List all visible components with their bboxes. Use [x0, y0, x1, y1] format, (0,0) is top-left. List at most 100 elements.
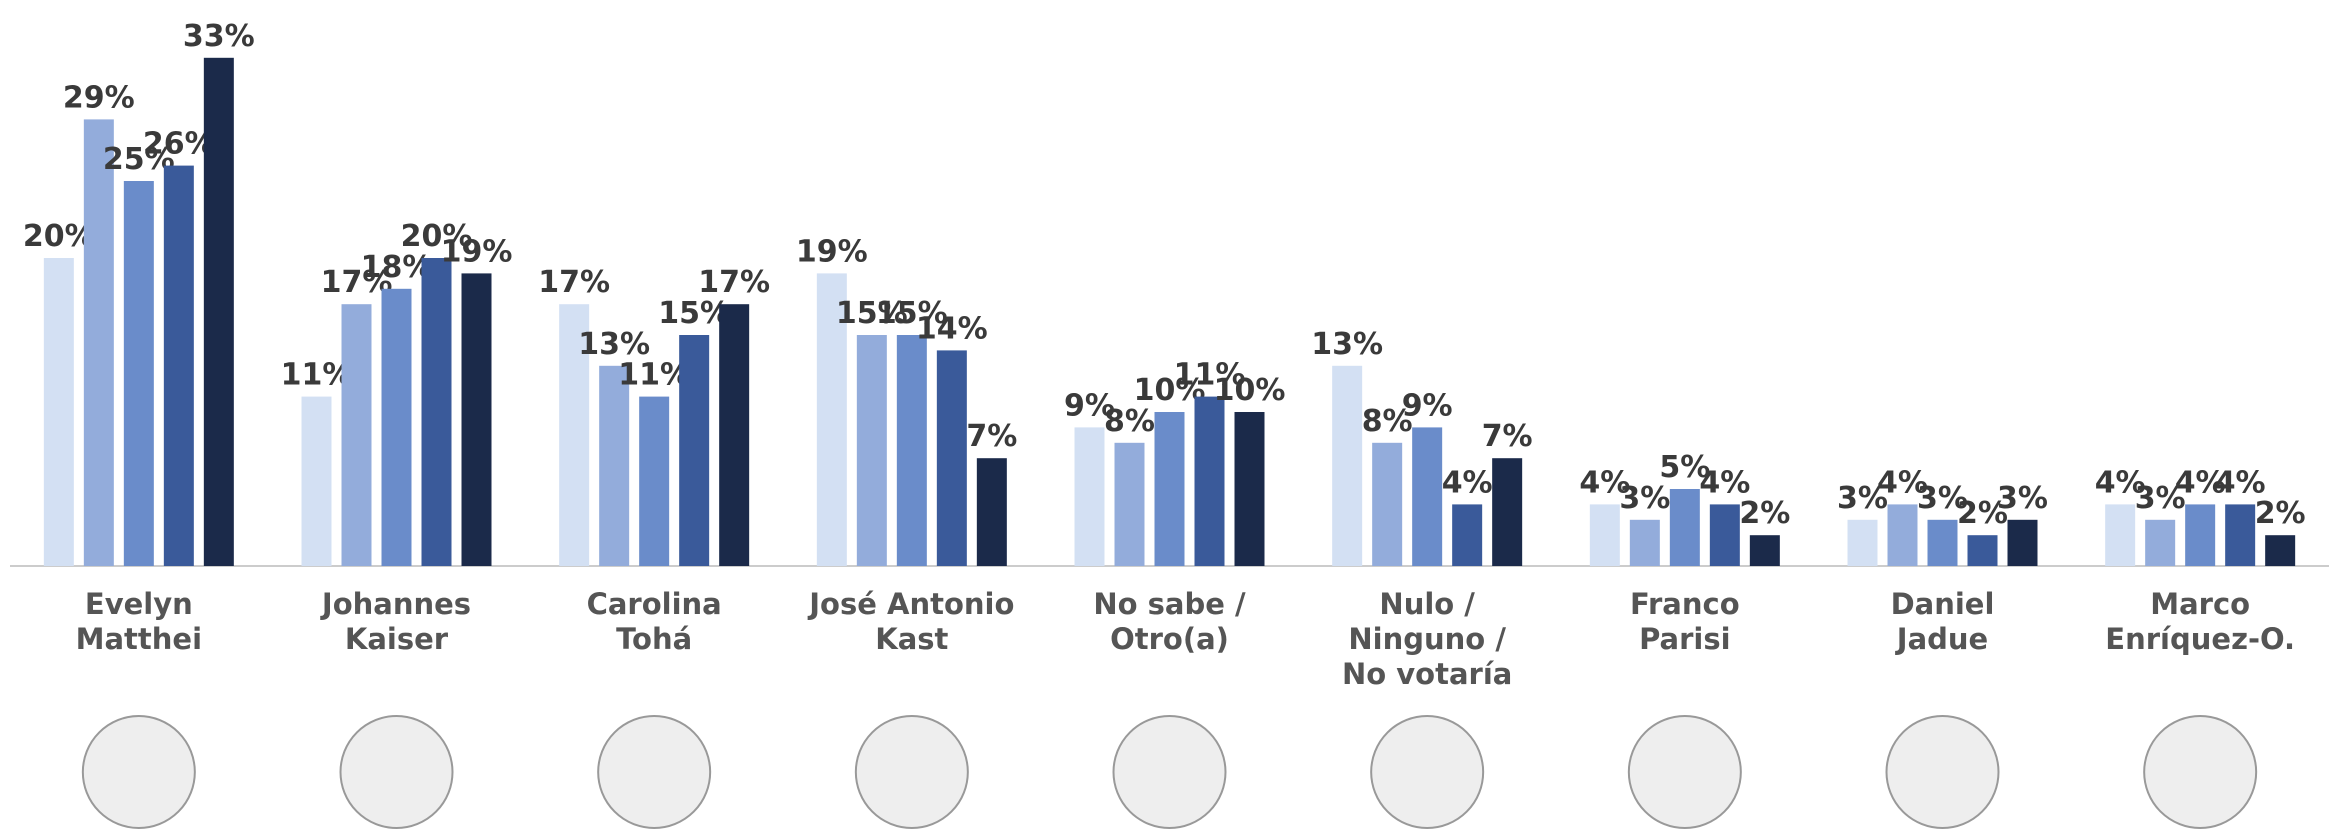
bar: [203, 57, 234, 567]
value-label: 15%: [658, 296, 730, 331]
value-label: 11%: [281, 358, 353, 393]
candidate-photo: [1627, 715, 1742, 829]
value-label: 25%: [103, 142, 175, 177]
value-label: 3%: [1619, 481, 1670, 516]
value-label: 4%: [1442, 465, 1493, 500]
bar: [1154, 412, 1185, 566]
bar: [2145, 519, 2176, 566]
bar: [816, 273, 847, 566]
bar: [679, 335, 710, 566]
bar: [421, 258, 452, 566]
value-label: 15%: [876, 296, 948, 331]
value-label: 17%: [321, 265, 393, 300]
value-label: 19%: [441, 234, 513, 269]
value-label: 18%: [361, 250, 433, 285]
value-label: 8%: [1362, 404, 1413, 439]
bar: [719, 304, 750, 566]
candidate-photo: [1885, 715, 2000, 829]
bar: [2105, 504, 2136, 566]
value-label: 13%: [1311, 327, 1383, 362]
bar: [1492, 458, 1523, 566]
bar: [1847, 519, 1878, 566]
value-label: 3%: [1837, 481, 1888, 516]
category-label: Franco Parisi: [1630, 587, 1740, 656]
bar: [856, 335, 887, 566]
value-label: 13%: [578, 327, 650, 362]
value-label: 4%: [1877, 465, 1928, 500]
bar: [123, 181, 154, 566]
bar: [1194, 396, 1225, 566]
candidate-photo: [597, 715, 712, 829]
category-label: Carolina Tohá: [586, 587, 722, 656]
value-label: 2%: [1957, 496, 2008, 531]
bar: [301, 396, 332, 566]
value-label: 17%: [538, 265, 610, 300]
bar: [976, 458, 1007, 566]
value-label: 9%: [1402, 388, 1453, 423]
value-label: 7%: [1482, 419, 1533, 454]
value-label: 20%: [23, 219, 95, 254]
value-label: 2%: [1739, 496, 1790, 531]
bar: [163, 165, 194, 566]
bar: [2225, 504, 2256, 566]
bar: [1452, 504, 1483, 566]
bar: [1589, 504, 1620, 566]
value-label: 4%: [1699, 465, 1750, 500]
bar: [2007, 519, 2038, 566]
bar: [341, 304, 372, 566]
value-label: 3%: [1917, 481, 1968, 516]
bar: [1114, 442, 1145, 566]
bar: [1967, 535, 1998, 566]
candidate-photo: [81, 715, 196, 829]
value-label: 10%: [1214, 373, 1286, 408]
bar: [461, 273, 492, 566]
bar: [1927, 519, 1958, 566]
value-label: 4%: [2215, 465, 2266, 500]
value-label: 10%: [1134, 373, 1206, 408]
value-label: 5%: [1659, 450, 1710, 485]
candidate-photo: [1112, 715, 1227, 829]
bar: [1669, 489, 1700, 566]
candidate-photo: [2143, 715, 2258, 829]
value-label: 17%: [698, 265, 770, 300]
bar: [1887, 504, 1918, 566]
bar: [1709, 504, 1740, 566]
bar: [936, 350, 967, 566]
value-label: 15%: [836, 296, 908, 331]
candidate-photo: [854, 715, 969, 829]
category-label: Marco Enríquez-O.: [2105, 587, 2296, 656]
candidate-photo: [1370, 715, 1485, 829]
value-label: 20%: [401, 219, 473, 254]
value-label: 19%: [796, 234, 868, 269]
bar: [2265, 535, 2296, 566]
value-label: 11%: [618, 358, 690, 393]
bar: [1372, 442, 1403, 566]
bar: [1234, 412, 1265, 566]
category-label: Johannes Kaiser: [321, 587, 472, 656]
bar: [1074, 427, 1105, 566]
candidate-photo: [339, 715, 454, 829]
category-label: José Antonio Kast: [809, 587, 1015, 656]
bar: [381, 288, 412, 566]
value-label: 29%: [63, 80, 135, 115]
value-label: 2%: [2255, 496, 2306, 531]
value-label: 4%: [1579, 465, 1630, 500]
bar: [559, 304, 590, 566]
bar: [1332, 365, 1363, 566]
value-label: 7%: [966, 419, 1017, 454]
bar: [2185, 504, 2216, 566]
value-label: 4%: [2095, 465, 2146, 500]
bar: [896, 335, 927, 566]
bar: [599, 365, 630, 566]
value-label: 33%: [183, 19, 255, 54]
bar: [83, 119, 114, 567]
value-label: 8%: [1104, 404, 1155, 439]
bar: [1412, 427, 1443, 566]
category-label: Daniel Jadue: [1890, 587, 1995, 656]
value-label: 3%: [1997, 481, 2048, 516]
bar: [43, 258, 74, 566]
bar: [639, 396, 670, 566]
category-label: No sabe / Otro(a): [1093, 587, 1246, 656]
